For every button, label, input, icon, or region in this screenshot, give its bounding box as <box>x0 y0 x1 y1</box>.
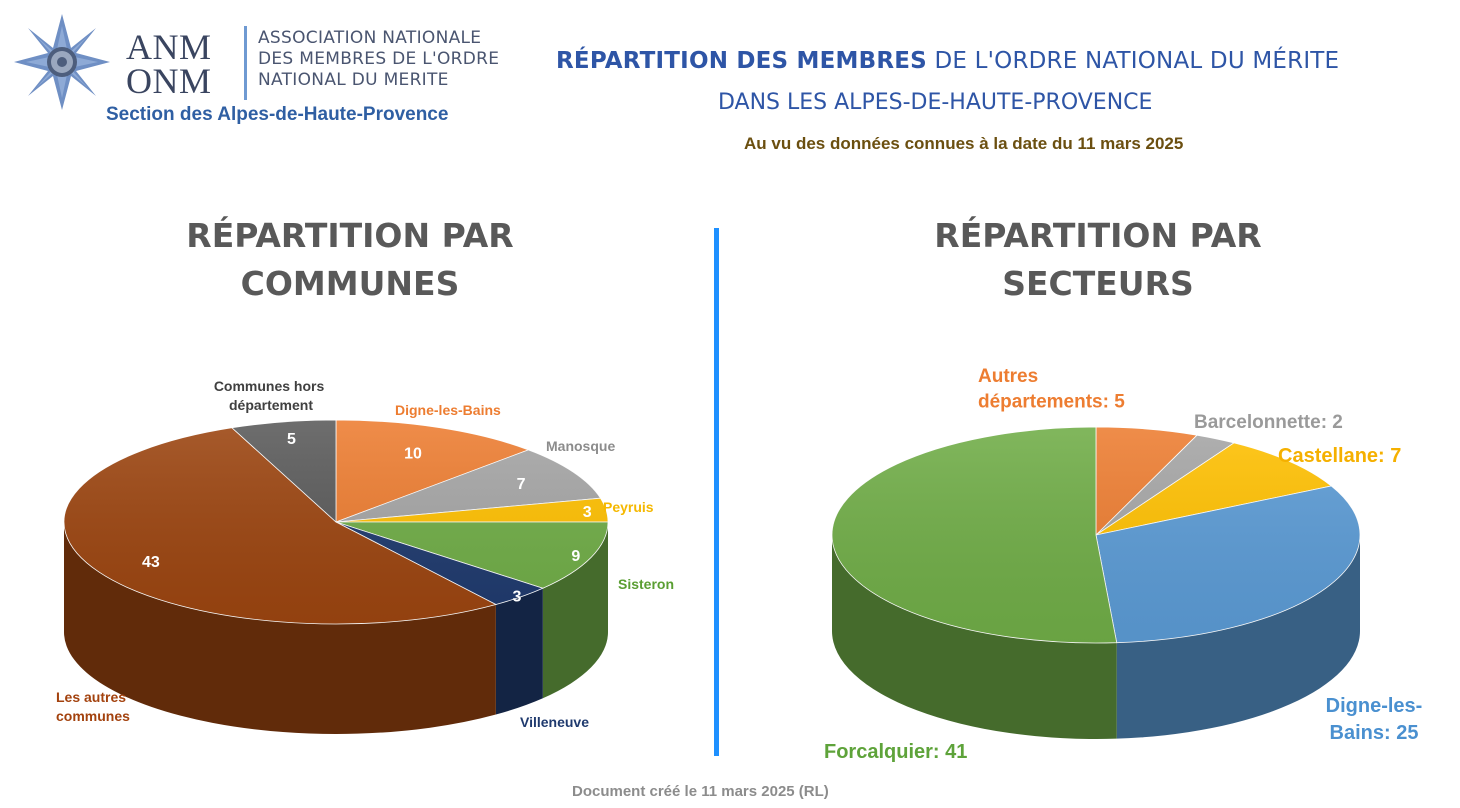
category-label: Manosque <box>546 438 615 454</box>
category-label-line: Digne-les- <box>1326 695 1423 717</box>
logo-assoc-line-1: ASSOCIATION NATIONALE <box>258 28 482 48</box>
category-label-line: communes <box>56 708 130 724</box>
secteurs-chart-title: RÉPARTITION PAR SECTEURS <box>918 212 1278 308</box>
logo-anm-text: ANM <box>126 27 212 67</box>
category-label-line: Sisteron <box>618 576 674 592</box>
category-label: Forcalquier: 41 <box>824 741 967 763</box>
pie-side <box>832 535 1117 739</box>
category-label: Digne-les- Bains: 25 <box>1326 695 1423 744</box>
category-label-line: Castellane: 7 <box>1278 445 1401 467</box>
pie-top-shading <box>64 420 608 624</box>
logo-acronym: ANM ONM <box>126 27 212 101</box>
pie-top-shading <box>832 427 1360 643</box>
pie-group: 10 7 3 9 3 43 5 Digne-les-Bains Manosque Peyruis S… <box>56 378 674 735</box>
category-label-line: Communes hors <box>214 378 328 394</box>
category-label: Castellane: 7 <box>1278 445 1401 467</box>
category-label-line: Manosque <box>546 438 615 454</box>
category-label-line: département <box>229 397 313 413</box>
data-label: 3 <box>512 588 521 605</box>
category-label: Digne-les-Bains <box>395 402 501 418</box>
page-title-rest: DE L'ORDRE NATIONAL DU MÉRITE <box>926 48 1340 74</box>
logo-association-name: ASSOCIATION NATIONALE DES MEMBRES DE L'O… <box>258 28 499 91</box>
category-label-line: Forcalquier: 41 <box>824 741 967 763</box>
data-label: 9 <box>571 548 580 565</box>
page-subtitle: DANS LES ALPES-DE-HAUTE-PROVENCE <box>718 90 1153 115</box>
star-emblem-icon <box>14 14 110 110</box>
pie-side <box>64 522 496 735</box>
category-label: Sisteron <box>618 576 674 592</box>
category-label-line: Autres <box>978 366 1043 387</box>
category-label-line: Bains: 25 <box>1330 722 1419 744</box>
category-label: Barcelonnette: 2 <box>1194 412 1343 433</box>
communes-chart-title: RÉPARTITION PAR COMMUNES <box>170 212 530 308</box>
panel-divider <box>714 228 719 756</box>
category-label: Autres départements: 5 <box>978 366 1125 413</box>
category-label-line: Barcelonnette: 2 <box>1194 412 1343 433</box>
anm-onm-logo: ANM ONM ASSOCIATION NATIONALE DES MEMBRE… <box>10 12 510 130</box>
logo-section-name: Section des Alpes-de-Haute-Provence <box>106 104 449 125</box>
page-title: RÉPARTITION DES MEMBRES DE L'ORDRE NATIO… <box>556 48 1339 74</box>
category-label-line: Digne-les-Bains <box>395 402 501 418</box>
data-date-note: Au vu des données connues à la date du 1… <box>744 134 1184 153</box>
data-label: 43 <box>142 554 160 571</box>
pie-group: Autres départements: 5 Barcelonnette: 2 Ca… <box>824 366 1422 763</box>
logo-assoc-line-2: DES MEMBRES DE L'ORDRE <box>258 49 500 69</box>
document-footer: Document créé le 11 mars 2025 (RL) <box>572 783 829 800</box>
category-label: Communes hors département <box>214 378 328 413</box>
category-label-line: Peyruis <box>603 499 654 515</box>
logo-onm-text: ONM <box>126 61 212 101</box>
page-title-bold: RÉPARTITION DES MEMBRES <box>556 48 927 74</box>
category-label-line: départements: 5 <box>978 392 1125 413</box>
pie-side <box>495 588 543 715</box>
logo-divider <box>244 26 247 100</box>
secteurs-title-line-1: RÉPARTITION PAR <box>934 216 1262 255</box>
communes-title-line-1: RÉPARTITION PAR <box>186 216 514 255</box>
category-label-line: Villeneuve <box>520 714 589 730</box>
data-label: 10 <box>404 445 422 462</box>
logo-assoc-line-3: NATIONAL DU MERITE <box>258 70 449 90</box>
data-label: 3 <box>583 504 592 521</box>
category-label-line: Les autres <box>56 689 130 705</box>
pie-side <box>542 522 608 699</box>
pie-side <box>1116 535 1360 739</box>
data-label: 7 <box>517 476 526 493</box>
category-label: Les autres communes <box>56 689 130 724</box>
secteurs-title-line-2: SECTEURS <box>1002 264 1194 303</box>
data-label: 5 <box>287 431 296 448</box>
communes-title-line-2: COMMUNES <box>240 264 460 303</box>
category-label: Peyruis <box>603 499 654 515</box>
category-label: Villeneuve <box>520 714 589 730</box>
